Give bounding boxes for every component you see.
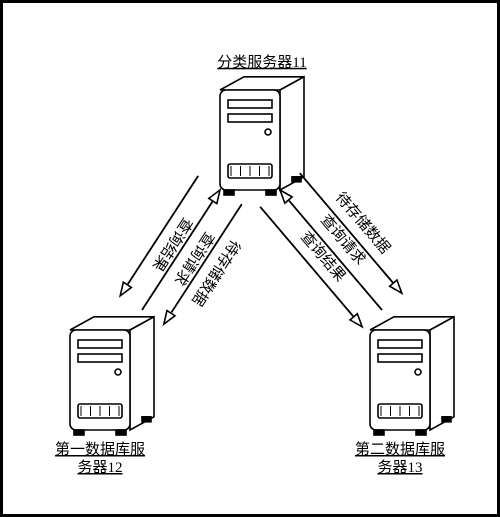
server-label-left-0: 第一数据库服 xyxy=(55,440,145,458)
server-right: 第二数据库服务器13 xyxy=(355,317,454,476)
server-label-right-0: 第二数据库服 xyxy=(355,440,445,458)
edge-top-right-1 xyxy=(280,190,382,310)
edge-top-right-2 xyxy=(260,207,362,327)
server-label-top-0: 分类服务器11 xyxy=(217,54,306,71)
server-left: 第一数据库服务器12 xyxy=(55,317,154,476)
edge-top-right-0 xyxy=(300,173,402,293)
server-top: 分类服务器11 xyxy=(217,54,306,195)
server-label-right-1: 务器13 xyxy=(377,459,422,476)
server-label-left-1: 务器12 xyxy=(77,459,122,476)
